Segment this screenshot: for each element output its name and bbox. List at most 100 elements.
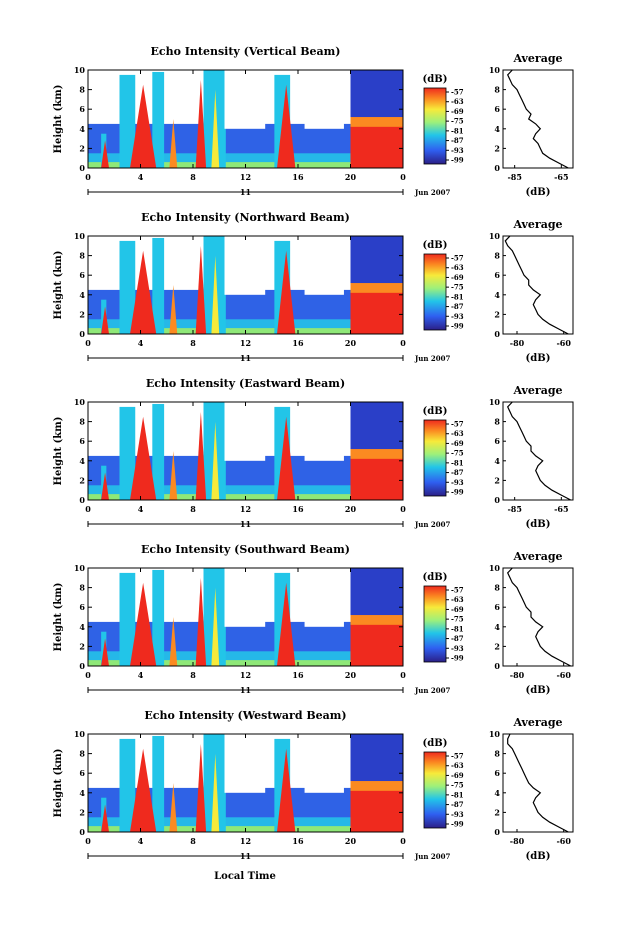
- average-x-label: (dB): [526, 851, 551, 862]
- heatmap-late-red: [350, 458, 403, 500]
- heatmap-late-red: [350, 790, 403, 832]
- x-tick-label: 20: [345, 670, 357, 680]
- heatmap-empty: [304, 568, 344, 627]
- y-tick-label: 10: [74, 65, 86, 75]
- heatmap-cell: [195, 743, 207, 832]
- colorbar-tick-label: -69: [451, 771, 464, 780]
- colorbar-tick-label: -81: [451, 790, 464, 799]
- colorbar-tick-label: -69: [451, 273, 464, 282]
- day-label: 11: [240, 187, 251, 197]
- average-y-tick-label: 8: [494, 85, 500, 95]
- heatmap-cell: [195, 245, 207, 334]
- x-tick-label: 20: [345, 338, 357, 348]
- heatmap-cell: [211, 753, 220, 832]
- heatmap-cell: [152, 71, 165, 168]
- average-y-tick-label: 2: [494, 807, 500, 817]
- colorbar-tick-label: -63: [451, 761, 464, 770]
- colorbar-unit: (dB): [423, 74, 448, 85]
- colorbar: [423, 419, 447, 497]
- heatmap-cell: [211, 89, 220, 168]
- heatmap-empty: [224, 70, 266, 129]
- heatmap-empty: [304, 734, 344, 793]
- average-y-tick-label: 0: [494, 827, 500, 837]
- average-y-tick-label: 6: [494, 602, 500, 612]
- heatmap-cell: [152, 569, 165, 666]
- colorbar-unit: (dB): [423, 572, 448, 583]
- x-tick-label: 12: [240, 504, 251, 514]
- colorbar-tick-label: -93: [451, 312, 464, 321]
- heatmap-empty: [88, 402, 115, 442]
- colorbar-unit: (dB): [423, 240, 448, 251]
- colorbar-tick-label: -87: [451, 800, 464, 809]
- heatmap-empty: [88, 236, 115, 276]
- y-tick-label: 8: [79, 251, 85, 261]
- average-y-tick-label: 4: [494, 124, 500, 134]
- average-y-tick-label: 2: [494, 475, 500, 485]
- colorbar-tick-label: -93: [451, 478, 464, 487]
- colorbar-tick-label: -63: [451, 97, 464, 106]
- average-title: Average: [512, 384, 562, 397]
- panel-title: Echo Intensity (Southward Beam): [141, 543, 350, 556]
- y-tick-label: 8: [79, 749, 85, 759]
- average-title: Average: [512, 52, 562, 65]
- heatmap-empty: [224, 568, 266, 627]
- colorbar-tick-label: -75: [451, 615, 464, 624]
- heatmap-empty: [88, 568, 115, 608]
- average-y-tick-label: 0: [494, 163, 500, 173]
- average-x-label: (dB): [526, 519, 551, 530]
- heatmap-cell: [152, 735, 165, 832]
- y-tick-label: 8: [79, 85, 85, 95]
- average-y-tick-label: 6: [494, 768, 500, 778]
- average-y-tick-label: 4: [494, 290, 500, 300]
- x-tick-label: 0: [85, 172, 91, 182]
- x-tick-label: 0: [85, 836, 91, 846]
- colorbar-tick-label: -75: [451, 117, 464, 126]
- y-tick-label: 6: [79, 768, 85, 778]
- heatmap-cell: [169, 617, 178, 666]
- heatmap-cell: [277, 748, 296, 832]
- y-tick-label: 6: [79, 602, 85, 612]
- y-tick-label: 2: [79, 475, 85, 485]
- x-tick-label: 16: [292, 836, 304, 846]
- colorbar: [423, 585, 447, 663]
- y-tick-label: 6: [79, 104, 85, 114]
- y-tick-label: 6: [79, 436, 85, 446]
- average-x-tick-label: -65: [554, 504, 568, 514]
- average-y-tick-label: 6: [494, 104, 500, 114]
- colorbar-tick-label: -99: [451, 488, 464, 497]
- average-x-label: (dB): [526, 353, 551, 364]
- colorbar-tick-label: -93: [451, 146, 464, 155]
- panel-title: Echo Intensity (Eastward Beam): [146, 377, 345, 390]
- colorbar: [423, 253, 447, 331]
- heatmap-empty: [304, 402, 344, 461]
- x-tick-label: 4: [138, 338, 144, 348]
- average-x-label: (dB): [526, 685, 551, 696]
- heatmap-field: [88, 402, 403, 500]
- heatmap-cell: [130, 84, 157, 168]
- heatmap-empty: [304, 236, 344, 295]
- heatmap-cell: [152, 237, 165, 334]
- average-y-tick-label: 10: [489, 729, 501, 739]
- heatmap-cell: [169, 451, 178, 500]
- y-axis-label: Height (km): [53, 583, 64, 652]
- x-tick-label: 0: [85, 338, 91, 348]
- x-tick-label: 0: [85, 670, 91, 680]
- colorbar: [423, 87, 447, 165]
- colorbar-tick-label: -93: [451, 810, 464, 819]
- heatmap-late-red: [350, 126, 403, 168]
- average-x-tick-label: -80: [510, 670, 525, 680]
- date-label: Jun 2007: [414, 520, 451, 529]
- y-tick-label: 0: [79, 495, 85, 505]
- heatmap-cell: [211, 587, 220, 666]
- average-y-tick-label: 8: [494, 583, 500, 593]
- y-tick-label: 10: [74, 397, 86, 407]
- heatmap-empty: [304, 70, 344, 129]
- x-tick-label: 0: [400, 836, 406, 846]
- heatmap-empty: [88, 734, 115, 774]
- day-label: 11: [240, 685, 251, 695]
- heatmap-empty: [88, 70, 115, 110]
- x-tick-label: 4: [138, 172, 144, 182]
- average-y-tick-label: 6: [494, 436, 500, 446]
- y-tick-label: 2: [79, 641, 85, 651]
- x-tick-label: 0: [400, 172, 406, 182]
